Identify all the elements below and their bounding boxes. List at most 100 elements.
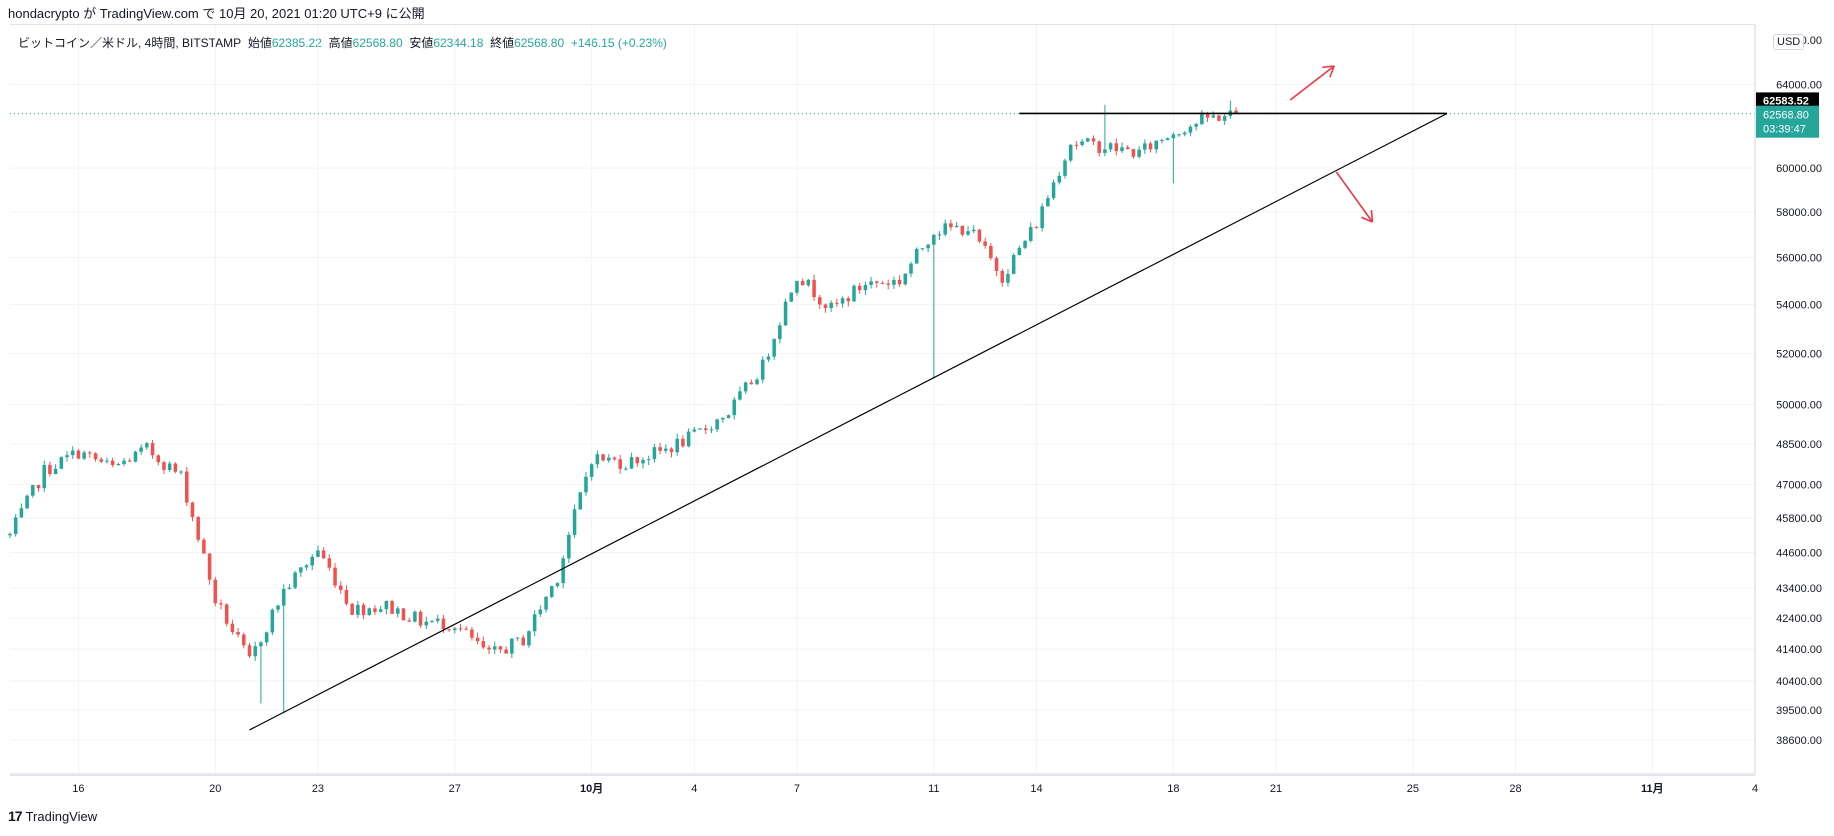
candle-up [954, 225, 959, 228]
candles [8, 100, 1238, 714]
candle-down [994, 258, 999, 271]
candle-down [190, 502, 195, 518]
candle-up [167, 463, 172, 470]
candle-up [675, 438, 679, 453]
candle-up [1103, 149, 1107, 153]
footer-brand[interactable]: 17 TradingView [8, 808, 97, 824]
candle-down [373, 608, 377, 612]
currency-badge[interactable]: USD [1773, 34, 1805, 50]
candle-up [914, 248, 919, 264]
candle-up [686, 431, 691, 447]
candle-up [971, 229, 976, 232]
time-tick-label: 7 [794, 783, 800, 795]
candle-up [510, 638, 514, 654]
candle-up [276, 605, 280, 610]
price-tick-label: 58000.00 [1776, 207, 1822, 219]
candle-down [1091, 138, 1096, 142]
candle-up [1080, 141, 1084, 145]
candle-up [31, 485, 35, 496]
candle-down [88, 452, 92, 454]
price-tick-label: 45800.00 [1776, 513, 1822, 525]
candle-up [133, 451, 138, 462]
price-tick-label: 48500.00 [1776, 439, 1822, 451]
candle-down [800, 280, 805, 286]
price-tick-label: 47000.00 [1776, 480, 1822, 492]
candle-up [760, 359, 765, 380]
high-label: 高値 [328, 36, 353, 50]
chart-frame [10, 24, 1755, 776]
candle-down [703, 428, 708, 431]
candle-up [25, 495, 29, 509]
time-tick-label: 21 [1270, 783, 1282, 795]
candle-up [299, 567, 303, 573]
candle-up [863, 284, 868, 291]
candle-up [920, 248, 925, 250]
candle-down [185, 471, 189, 503]
candle-up [732, 399, 736, 416]
candle-up [561, 558, 565, 584]
candle-up [806, 279, 811, 286]
candle-up [652, 447, 657, 460]
candle-up [578, 492, 583, 510]
candle-up [139, 447, 143, 452]
arrow-head [1370, 209, 1374, 223]
candle-up [852, 285, 856, 302]
candle-up [903, 273, 908, 285]
candle-up [937, 234, 942, 236]
candle-down [1114, 143, 1119, 152]
candle-down [897, 279, 902, 285]
price-axis: 38600.00 39500.00 40400.00 41400.00 42400.00… [1754, 25, 1822, 774]
candle-down [1148, 143, 1153, 150]
candle-down [504, 649, 508, 654]
candle-down [681, 438, 685, 447]
drawings [10, 65, 1755, 731]
candle-down [1125, 147, 1130, 150]
candle-up [378, 609, 383, 612]
candle-up [1143, 143, 1147, 150]
candle-down [1000, 270, 1005, 283]
candle-down [812, 279, 816, 298]
price-tick-label: 54000.00 [1776, 300, 1822, 312]
candle-up [1011, 254, 1016, 274]
candle-up [869, 281, 873, 285]
symbol-label[interactable]: ビットコイン／米ドル, 4時間, BITSTAMP [18, 36, 242, 50]
tradingview-logo-icon: 17 [8, 808, 23, 824]
candle-up [607, 457, 611, 461]
candle-up [743, 382, 748, 392]
candle-up [1063, 160, 1067, 176]
candle-down [464, 628, 468, 630]
candle-up [589, 464, 594, 477]
price-tick-label: 56000.00 [1776, 253, 1822, 265]
price-tags: 62583.52 62568.80 03:39:47 [1756, 92, 1819, 138]
candle-up [738, 391, 742, 400]
candle-down [202, 539, 206, 554]
candle-up [70, 450, 75, 456]
candle-up [53, 468, 58, 475]
candle-up [1188, 126, 1193, 133]
arrow-head [1329, 65, 1335, 78]
candle-down [823, 304, 828, 308]
candle-up [943, 223, 947, 235]
candle-up [721, 418, 725, 420]
candle-up [105, 460, 109, 462]
candle-up [646, 459, 651, 461]
candle-up [424, 621, 429, 626]
close-value: 62568.80 [514, 36, 565, 50]
candle-up [527, 631, 531, 646]
time-tick-label: 4 [1752, 783, 1758, 795]
candle-up [926, 244, 930, 249]
candle-down [127, 460, 132, 462]
candle-up [584, 476, 588, 493]
candle-up [1040, 206, 1044, 229]
candle-up [82, 452, 86, 459]
candle-up [122, 460, 126, 465]
candle-down [150, 443, 155, 456]
candle-down [230, 623, 235, 633]
candle-up [1194, 124, 1198, 127]
high-value: 62568.80 [352, 36, 403, 50]
candle-up [1068, 144, 1073, 161]
candle-up [384, 601, 389, 610]
candle-down [36, 485, 41, 489]
candle-down [338, 585, 343, 590]
